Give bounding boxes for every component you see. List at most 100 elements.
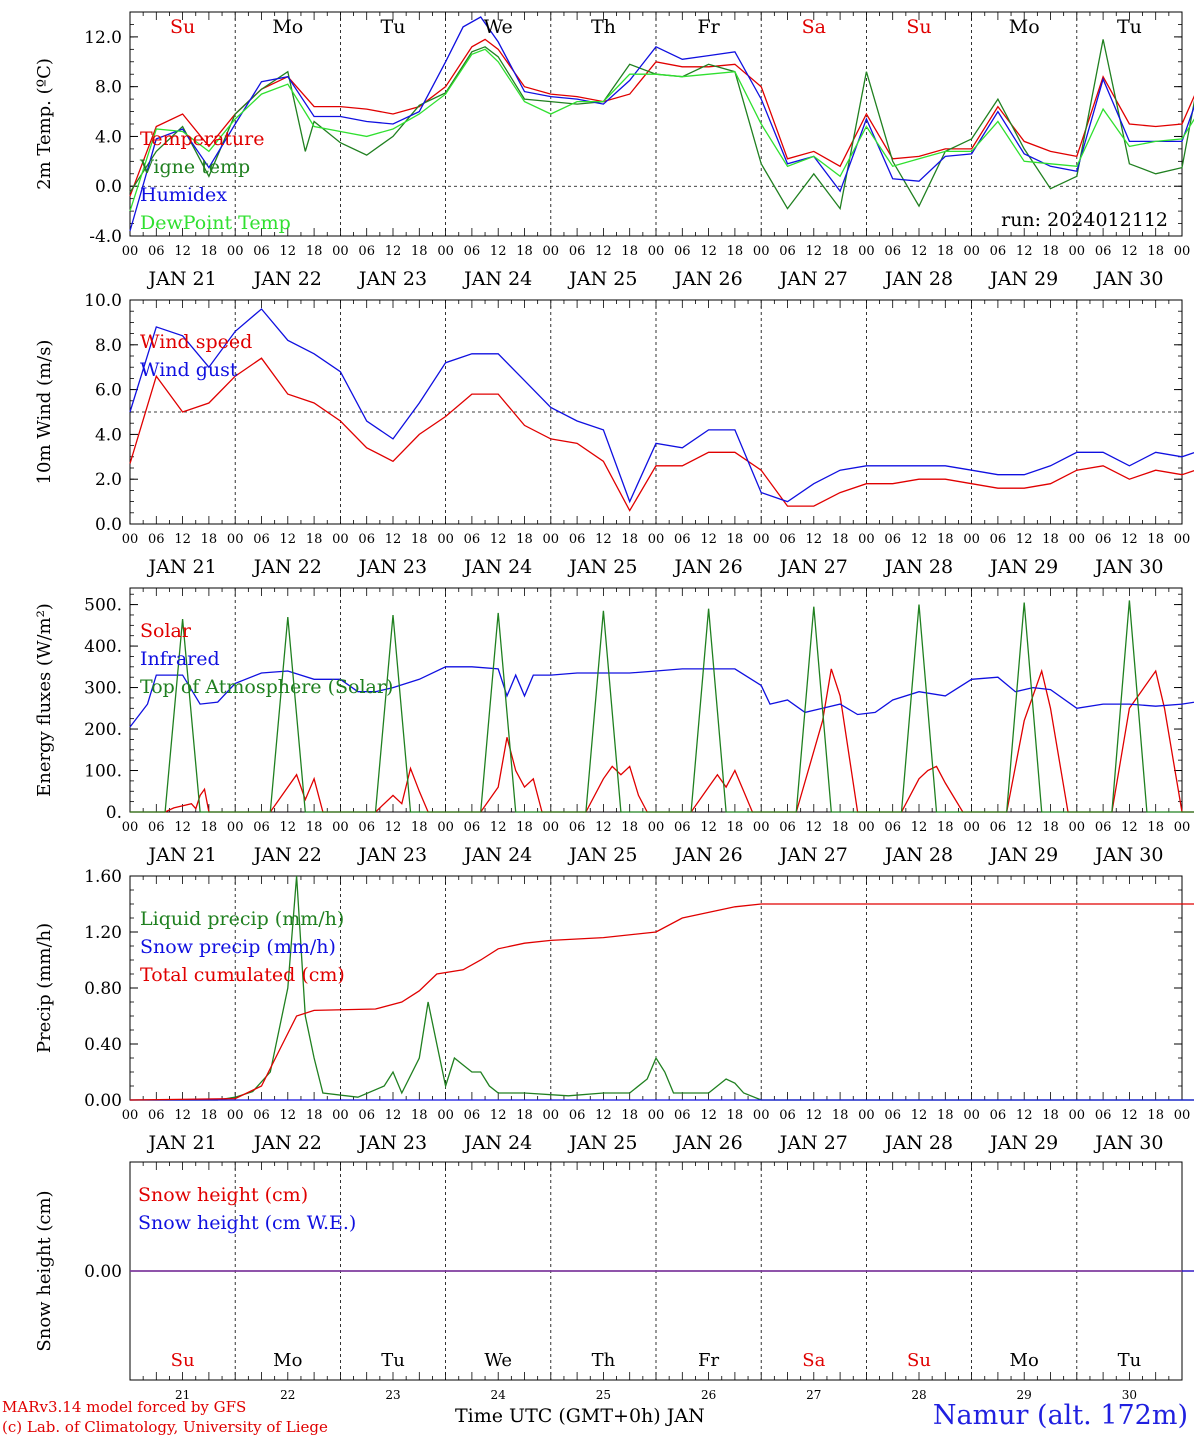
x-date-label: JAN 23 [357, 268, 427, 290]
y-tick-label: 6.0 [95, 381, 122, 401]
x-hour-label: 00 [122, 1108, 139, 1123]
series-line-liquid-precip-mm-h- [130, 875, 1194, 1101]
x-hour-label: 06 [569, 244, 586, 259]
x-date-label: JAN 28 [883, 268, 953, 290]
x-hour-label: 06 [569, 532, 586, 547]
x-hour-label: 18 [937, 1108, 954, 1123]
y-axis-label: Energy fluxes (W/m²) [34, 603, 55, 797]
x-hour-label: 06 [148, 820, 165, 835]
x-date-label: JAN 30 [1093, 844, 1163, 866]
x-hour-label: 06 [1095, 1108, 1112, 1123]
x-date-label: JAN 21 [147, 844, 217, 866]
x-hour-label: 12 [911, 532, 928, 547]
x-date-label: JAN 25 [567, 556, 637, 578]
x-hour-label: 12 [911, 244, 928, 259]
x-date-label: JAN 30 [1093, 1132, 1163, 1154]
x-axis-label: Time UTC (GMT+0h) JAN [455, 1405, 705, 1427]
weekday-label-top: Su [170, 16, 195, 38]
x-hour-label: 00 [753, 244, 770, 259]
y-tick-label: 4.0 [95, 127, 122, 147]
x-hour-label: 12 [490, 244, 507, 259]
series-line-dewpoint-temp [129, 48, 1194, 212]
x-hour-label: 00 [648, 244, 665, 259]
x-hour-label: 12 [174, 244, 191, 259]
weekday-label-top: Fr [697, 16, 720, 38]
x-hour-label: 06 [148, 1108, 165, 1123]
x-hour-label: 00 [543, 1108, 560, 1123]
x-date-label: JAN 24 [462, 268, 532, 290]
x-hour-label: 18 [411, 820, 428, 835]
x-hour-label: 12 [1121, 244, 1138, 259]
x-hour-label: 06 [990, 820, 1007, 835]
x-hour-label: 12 [1016, 1108, 1033, 1123]
x-date-label: JAN 30 [1093, 556, 1163, 578]
weekday-label-top: Tu [381, 16, 406, 38]
panel-energy: 0. 100. 200. 300. 400. 500. Energy fluxes (W/m… [34, 587, 1194, 866]
x-hour-label: 12 [911, 820, 928, 835]
x-hour-label: 12 [280, 1108, 297, 1123]
x-hour-label: 00 [858, 244, 875, 259]
x-date-label: JAN 25 [567, 844, 637, 866]
x-hour-label: 06 [884, 532, 901, 547]
x-hour-label: 12 [595, 820, 612, 835]
legend-entry: Snow height (cm W.E.) [138, 1212, 356, 1234]
x-hour-label: 00 [332, 244, 349, 259]
x-hour-label: 18 [1042, 532, 1059, 547]
x-hour-label: 12 [280, 532, 297, 547]
x-hour-label: 18 [201, 532, 218, 547]
x-date-label: JAN 28 [883, 844, 953, 866]
x-hour-label: 06 [884, 820, 901, 835]
x-hour-label: 18 [516, 1108, 533, 1123]
x-date-label: JAN 22 [252, 1132, 322, 1154]
x-hour-label: 00 [963, 820, 980, 835]
y-tick-label: 8.0 [95, 336, 122, 356]
x-hour-label: 00 [1069, 1108, 1086, 1123]
x-hour-label: 18 [411, 244, 428, 259]
x-hour-label: 00 [963, 1108, 980, 1123]
x-hour-label: 06 [884, 1108, 901, 1123]
weekday-label-bottom: Fr [698, 1350, 719, 1371]
legend-entry: Total cumulated (cm) [140, 964, 345, 986]
x-hour-label: 00 [963, 244, 980, 259]
x-hour-label: 00 [1174, 532, 1191, 547]
x-hour-label: 06 [779, 532, 796, 547]
legend-entry: Temperature [140, 128, 264, 150]
x-hour-label: 18 [1147, 532, 1164, 547]
x-hour-label: 18 [937, 820, 954, 835]
x-hour-label: 06 [1095, 532, 1112, 547]
weekday-label-bottom: Tu [381, 1350, 405, 1371]
x-hour-label: 12 [174, 532, 191, 547]
y-axis-label: Snow height (cm) [34, 1190, 55, 1351]
x-hour-label: 12 [700, 1108, 717, 1123]
x-hour-label: 00 [858, 532, 875, 547]
day-number-label: 22 [280, 1388, 295, 1402]
x-hour-label: 12 [280, 820, 297, 835]
y-tick-label: 4.0 [95, 425, 122, 445]
y-tick-label: 500. [84, 596, 122, 616]
x-hour-label: 00 [858, 820, 875, 835]
day-number-label: 21 [175, 1388, 190, 1402]
x-hour-label: 12 [385, 244, 402, 259]
x-hour-label: 00 [753, 532, 770, 547]
x-hour-label: 18 [201, 244, 218, 259]
x-date-label: JAN 22 [252, 844, 322, 866]
day-number-label: 29 [1017, 1388, 1032, 1402]
weekday-label-bottom: Su [171, 1350, 195, 1371]
series-line-wind-speed [129, 357, 1194, 512]
y-tick-label: 0.80 [84, 979, 122, 999]
x-hour-label: 12 [385, 1108, 402, 1123]
legend-entry: Vigne temp [139, 156, 250, 178]
lab-credit: (c) Lab. of Climatology, University of L… [2, 1418, 328, 1436]
series-line-vigne-temp [129, 39, 1194, 211]
x-hour-label: 00 [227, 1108, 244, 1123]
x-hour-label: 06 [674, 532, 691, 547]
x-hour-label: 00 [227, 244, 244, 259]
legend-entry: Wind gust [140, 359, 238, 381]
x-hour-label: 06 [990, 1108, 1007, 1123]
x-hour-label: 06 [569, 1108, 586, 1123]
x-hour-label: 18 [621, 1108, 638, 1123]
y-tick-label: 0.0 [95, 515, 122, 535]
x-date-label: JAN 29 [988, 1132, 1058, 1154]
x-hour-label: 18 [201, 820, 218, 835]
x-hour-label: 00 [1069, 532, 1086, 547]
